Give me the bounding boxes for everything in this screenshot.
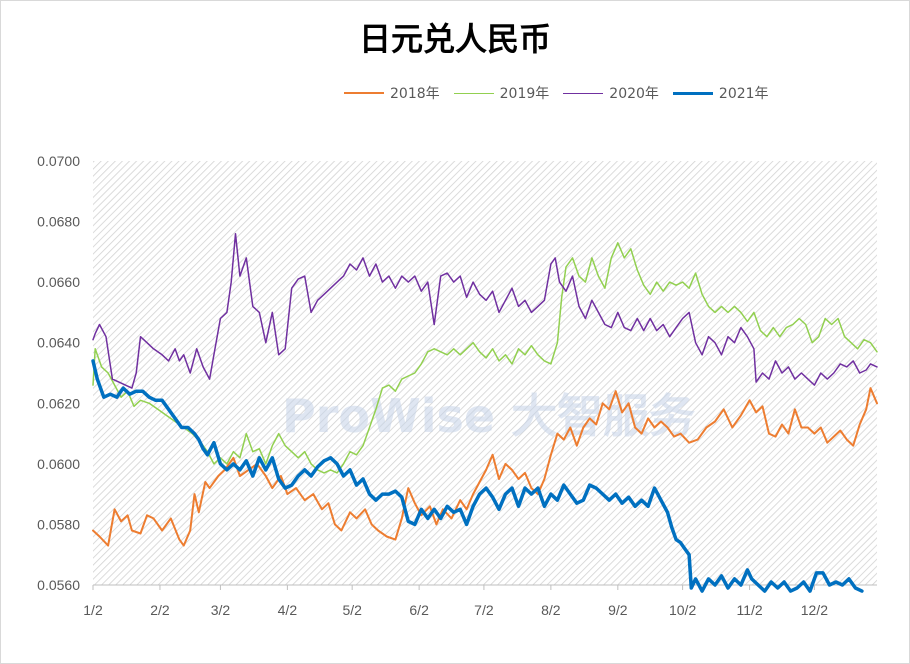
legend-label-2021: 2021年 <box>718 86 769 102</box>
y-tick-label: 0.0620 <box>37 395 80 411</box>
y-tick-label: 0.0680 <box>37 214 80 230</box>
x-tick-label: 3/2 <box>211 602 231 618</box>
legend-item-2020: 2020年 <box>563 83 659 103</box>
legend-item-2021: 2021年 <box>672 83 769 103</box>
legend-item-2018: 2018年 <box>344 83 440 103</box>
legend-swatch-2019 <box>453 92 494 94</box>
x-tick-label: 11/2 <box>736 602 762 618</box>
x-tick-label: 7/2 <box>474 602 494 618</box>
y-tick-label: 0.0640 <box>37 335 80 351</box>
legend-label-2020: 2020年 <box>609 86 659 102</box>
x-tick-label: 8/2 <box>541 602 561 618</box>
x-tick-label: 2/2 <box>150 602 170 618</box>
x-tick-label: 12/2 <box>801 602 828 618</box>
x-tick-label: 1/2 <box>83 602 103 618</box>
x-tick-label: 4/2 <box>278 602 298 618</box>
chart-title: 日元兑人民币 <box>358 20 551 58</box>
x-axis: 1/2 2/2 3/2 4/2 5/2 6/2 7/2 8/2 9/2 10/2 11/2 12/2 <box>83 584 877 618</box>
legend-swatch-2018 <box>344 92 384 94</box>
watermark-text: ProWise 大智服务 <box>282 389 695 443</box>
legend-swatch-2020 <box>563 92 604 94</box>
y-tick-label: 0.0580 <box>37 516 80 532</box>
series-line-2018年 <box>92 387 878 547</box>
y-tick-label: 0.0600 <box>37 456 80 472</box>
legend-item-2019: 2019年 <box>453 83 550 103</box>
x-tick-label: 10/2 <box>669 602 696 618</box>
legend-label-2019: 2019年 <box>499 86 550 102</box>
series-line-2020年 <box>92 232 878 389</box>
legend-label-2018: 2018年 <box>390 86 440 102</box>
y-tick-label: 0.0660 <box>37 274 80 290</box>
x-tick-label: 9/2 <box>608 602 628 618</box>
series-line-2021年 <box>91 359 864 593</box>
x-tick-label: 5/2 <box>342 602 362 618</box>
legend: 2018年 2019年 2020年 2021年 <box>344 82 783 104</box>
x-tick-label: 6/2 <box>409 602 429 618</box>
series-layer <box>91 232 878 593</box>
y-tick-label: 0.0700 <box>37 153 80 169</box>
plot-area-background <box>93 161 877 585</box>
series-line-2019年 <box>92 242 878 474</box>
y-tick-label: 0.0560 <box>37 577 80 593</box>
legend-swatch-2021 <box>672 91 713 95</box>
y-axis: 0.0560 0.0580 0.0600 0.0620 0.0640 0.0660 0.06… <box>37 153 80 593</box>
